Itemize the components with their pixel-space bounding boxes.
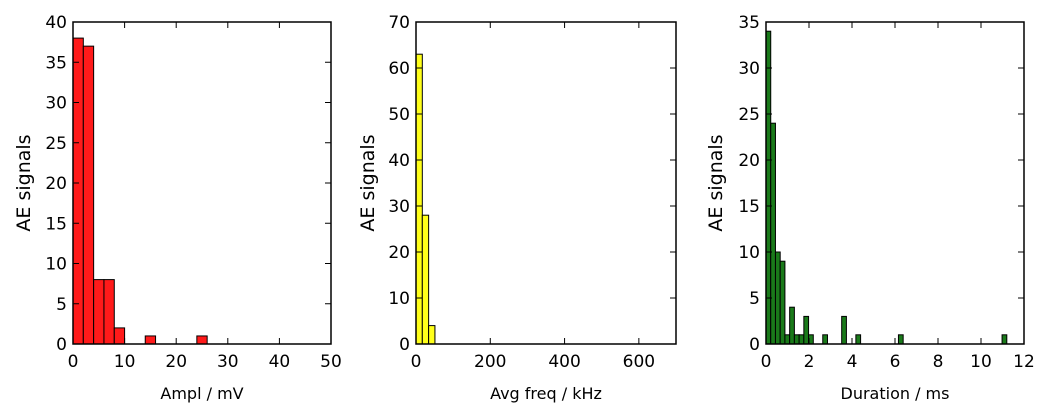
x-tick-label: 0 <box>761 352 772 372</box>
histogram-bar <box>72 37 84 345</box>
x-tick-label: 6 <box>890 352 901 372</box>
histogram-bar <box>784 334 791 345</box>
avg-frequency-histogram-panel: 0 200 400 600 0 10 20 30 40 50 60 70 Avg freq / kHz A… <box>357 13 677 403</box>
duration-histogram-panel: 0 2 4 6 8 10 12 0 5 10 15 20 25 30 35 Duration / ms AE s… <box>705 13 1035 403</box>
y-tick-label: 5 <box>749 289 760 309</box>
histogram-bar <box>428 325 436 345</box>
x-tick-label: 200 <box>474 352 506 372</box>
histogram-bar <box>774 251 781 345</box>
amplitude-histogram-panel: 0 10 20 30 40 50 0 5 10 15 20 25 30 35 40 Ampl / mV AE s… <box>13 13 342 403</box>
y-tick-label: 0 <box>56 335 67 355</box>
histogram-bar <box>113 327 126 345</box>
x-tick-label: 8 <box>933 352 944 372</box>
y-tick-label: 50 <box>388 105 410 125</box>
histogram-bar <box>789 306 795 345</box>
histogram-bar <box>93 279 105 345</box>
histogram-bar <box>770 122 776 345</box>
x-tick-label: 600 <box>623 352 655 372</box>
x-tick-label: 12 <box>1013 352 1035 372</box>
y-tick-label: 30 <box>388 197 410 217</box>
y-tick-label: 35 <box>738 13 760 33</box>
plot-frame <box>415 21 677 345</box>
y-axis-label: AE signals <box>705 134 727 231</box>
y-tick-label: 20 <box>45 174 67 194</box>
x-tick-label: 0 <box>411 352 422 372</box>
x-axis-label: Avg freq / kHz <box>490 384 602 403</box>
y-tick-label: 40 <box>388 151 410 171</box>
histogram-bar <box>421 214 430 345</box>
x-tick-label: 20 <box>165 352 187 372</box>
y-tick-label: 15 <box>738 197 760 217</box>
y-tick-label: 30 <box>45 94 67 114</box>
histogram-bar <box>82 45 95 345</box>
histogram-bar <box>779 260 786 345</box>
histogram-bar <box>415 53 423 345</box>
histogram-bar <box>841 315 847 345</box>
x-tick-label: 0 <box>68 352 79 372</box>
y-tick-label: 35 <box>45 53 67 73</box>
histogram-bar <box>803 315 810 345</box>
y-tick-label: 20 <box>388 243 410 263</box>
y-tick-label: 30 <box>738 59 760 79</box>
y-tick-label: 5 <box>56 295 67 315</box>
y-tick-label: 0 <box>749 335 760 355</box>
histogram-bar <box>855 334 862 345</box>
histogram-bar <box>103 279 115 345</box>
y-axis-label: AE signals <box>13 134 35 231</box>
x-tick-label: 10 <box>114 352 136 372</box>
y-tick-label: 25 <box>738 105 760 125</box>
histogram-bar <box>798 334 805 345</box>
x-tick-label: 40 <box>269 352 291 372</box>
y-tick-label: 10 <box>738 243 760 263</box>
histogram-bar <box>196 335 208 345</box>
histogram-bar <box>144 335 157 345</box>
histogram-bar <box>897 334 904 345</box>
y-tick-label: 0 <box>399 335 410 355</box>
y-tick-label: 15 <box>45 214 67 234</box>
y-tick-label: 40 <box>45 13 67 33</box>
y-tick-label: 20 <box>738 151 760 171</box>
x-axis-label: Ampl / mV <box>160 384 243 403</box>
y-tick-label: 70 <box>388 13 410 33</box>
plot-frame <box>765 21 1025 345</box>
histogram-bar <box>1001 334 1008 345</box>
histogram-bar <box>793 334 800 345</box>
x-axis-label: Duration / ms <box>841 384 950 403</box>
x-tick-label: 10 <box>970 352 992 372</box>
x-tick-label: 50 <box>320 352 342 372</box>
x-tick-label: 2 <box>804 352 815 372</box>
y-tick-label: 25 <box>45 134 67 154</box>
x-tick-label: 400 <box>548 352 580 372</box>
y-tick-label: 60 <box>388 59 410 79</box>
x-tick-label: 4 <box>847 352 858 372</box>
x-tick-label: 30 <box>217 352 239 372</box>
histogram-bar <box>822 334 828 345</box>
y-tick-label: 10 <box>388 289 410 309</box>
y-tick-label: 10 <box>45 255 67 275</box>
y-axis-label: AE signals <box>357 134 379 231</box>
